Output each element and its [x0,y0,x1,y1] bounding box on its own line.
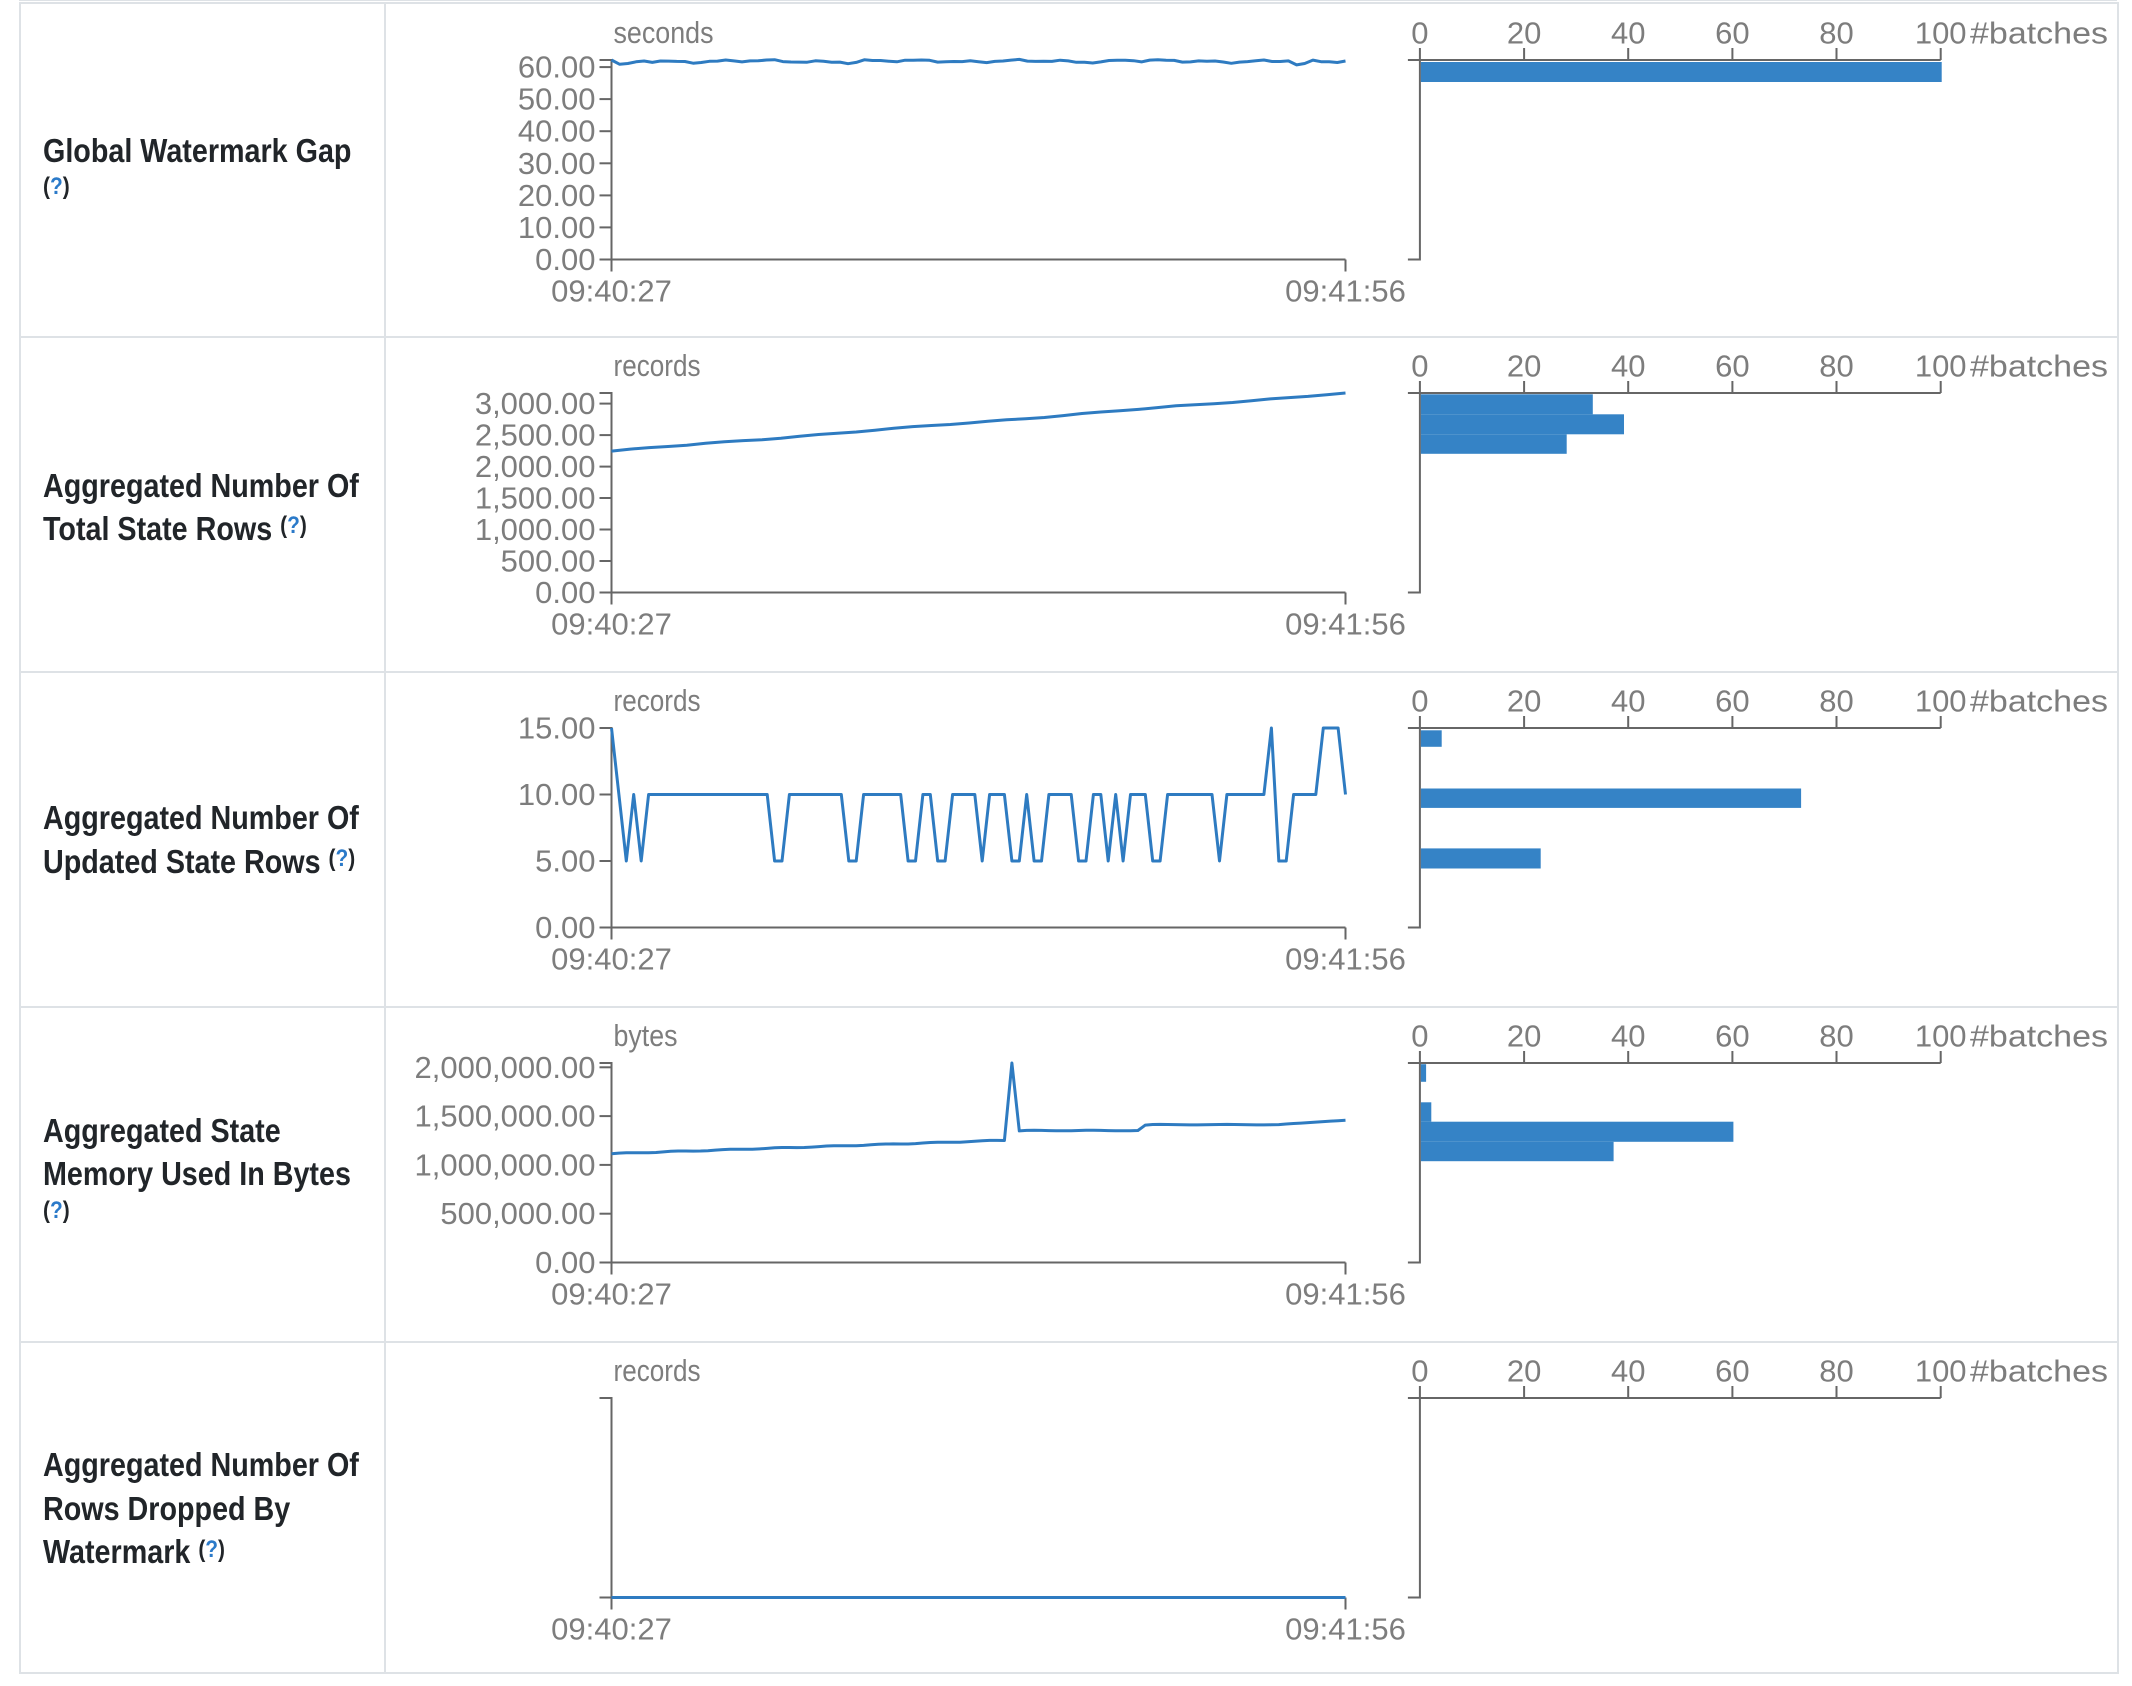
svg-text:0.00: 0.00 [535,910,595,945]
svg-text:5.00: 5.00 [535,844,595,879]
svg-text:1,000.00: 1,000.00 [475,512,596,547]
svg-text:40: 40 [1611,1019,1645,1054]
svg-text:09:40:27: 09:40:27 [551,1612,672,1647]
svg-text:20: 20 [1507,684,1541,719]
svg-text:80: 80 [1819,1354,1853,1389]
svg-text:40: 40 [1611,16,1645,51]
svg-text:60.00: 60.00 [518,50,596,85]
svg-text:20: 20 [1507,1354,1541,1389]
svg-text:0: 0 [1411,1019,1428,1054]
svg-text:100: 100 [1915,1354,1967,1389]
svg-text:60: 60 [1715,1354,1749,1389]
svg-text:30.00: 30.00 [518,146,596,181]
svg-text:100: 100 [1915,1019,1967,1054]
svg-text:100: 100 [1915,684,1967,719]
svg-text:#batches: #batches [1970,349,2108,384]
svg-text:80: 80 [1819,16,1853,51]
svg-text:15.00: 15.00 [518,711,596,746]
svg-text:0: 0 [1411,1354,1428,1389]
svg-text:80: 80 [1819,1019,1853,1054]
svg-text:100: 100 [1915,16,1967,51]
svg-text:10.00: 10.00 [518,210,596,245]
svg-text:60: 60 [1715,16,1749,51]
svg-text:50.00: 50.00 [518,82,596,117]
svg-text:09:41:56: 09:41:56 [1285,1277,1406,1312]
svg-text:#batches: #batches [1970,1019,2108,1054]
svg-text:60: 60 [1715,1019,1749,1054]
svg-text:1,000,000.00: 1,000,000.00 [414,1147,595,1182]
svg-text:#batches: #batches [1970,684,2108,719]
svg-text:seconds: seconds [614,15,714,50]
svg-text:20: 20 [1507,1019,1541,1054]
svg-text:40: 40 [1611,1354,1645,1389]
svg-text:09:40:27: 09:40:27 [551,1277,672,1312]
svg-text:500,000.00: 500,000.00 [440,1196,595,1231]
svg-text:09:40:27: 09:40:27 [551,607,672,642]
svg-text:20: 20 [1507,16,1541,51]
svg-text:40: 40 [1611,349,1645,384]
svg-text:bytes: bytes [614,1018,678,1053]
svg-text:2,000.00: 2,000.00 [475,449,596,484]
svg-text:0: 0 [1411,684,1428,719]
svg-text:records: records [614,1353,701,1388]
svg-text:0: 0 [1411,349,1428,384]
svg-text:40.00: 40.00 [518,114,596,149]
svg-text:20: 20 [1507,349,1541,384]
svg-text:#batches: #batches [1970,1354,2108,1389]
svg-text:60: 60 [1715,349,1749,384]
svg-text:40: 40 [1611,684,1645,719]
svg-text:0.00: 0.00 [535,242,595,277]
svg-text:20.00: 20.00 [518,178,596,213]
svg-text:0: 0 [1411,16,1428,51]
svg-text:records: records [614,348,701,383]
svg-text:records: records [614,683,701,718]
svg-text:0.00: 0.00 [535,1245,595,1280]
svg-text:60: 60 [1715,684,1749,719]
svg-text:100: 100 [1915,349,1967,384]
svg-text:80: 80 [1819,349,1853,384]
svg-text:09:41:56: 09:41:56 [1285,942,1406,977]
svg-text:09:41:56: 09:41:56 [1285,274,1406,309]
svg-text:09:41:56: 09:41:56 [1285,607,1406,642]
svg-text:09:40:27: 09:40:27 [551,942,672,977]
svg-text:3,000.00: 3,000.00 [475,386,596,421]
svg-text:0.00: 0.00 [535,575,595,610]
svg-text:1,500,000.00: 1,500,000.00 [414,1099,595,1134]
svg-text:09:41:56: 09:41:56 [1285,1612,1406,1647]
svg-text:#batches: #batches [1970,16,2108,51]
svg-text:500.00: 500.00 [501,544,596,579]
svg-text:80: 80 [1819,684,1853,719]
svg-text:1,500.00: 1,500.00 [475,481,596,516]
svg-text:2,500.00: 2,500.00 [475,418,596,453]
svg-text:2,000,000.00: 2,000,000.00 [414,1050,595,1085]
svg-text:10.00: 10.00 [518,777,596,812]
svg-text:09:40:27: 09:40:27 [551,274,672,309]
